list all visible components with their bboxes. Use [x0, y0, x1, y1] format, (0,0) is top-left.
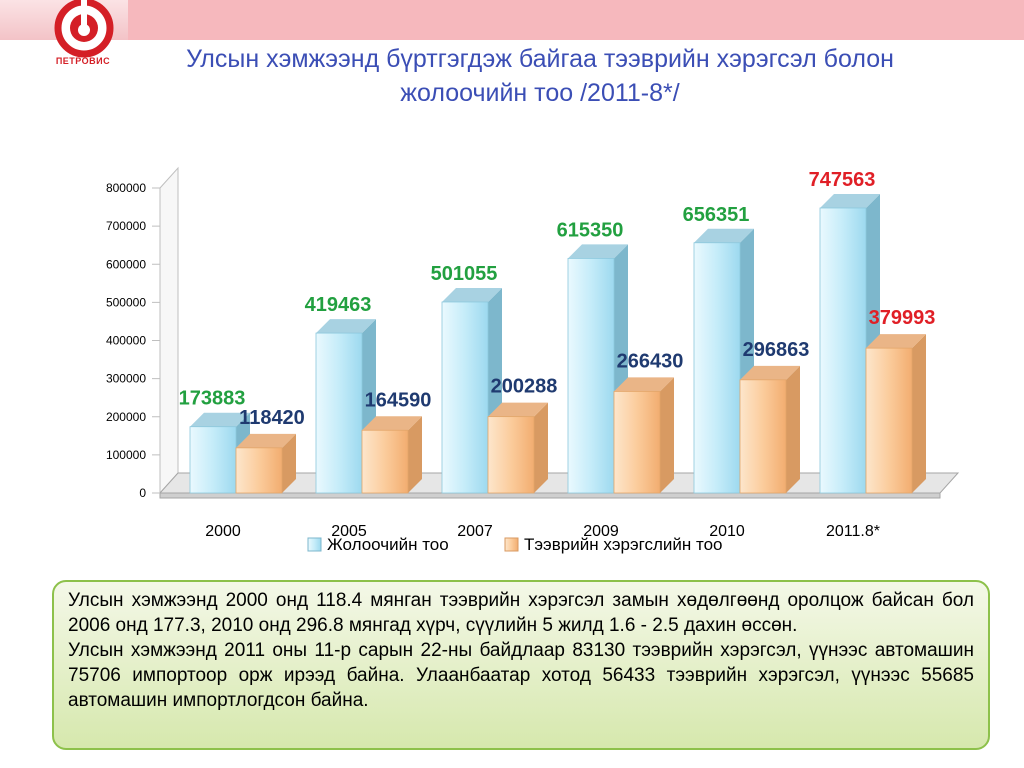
note-paragraph-1: Улсын хэмжээнд 2000 онд 118.4 мянган тээ…	[68, 590, 974, 636]
x-axis: 2000 2005 2007 2009 2010 2011.8*	[205, 523, 880, 540]
x-tick-label: 2010	[709, 523, 745, 540]
data-label: 656351	[683, 204, 750, 226]
data-label: 419463	[305, 294, 372, 316]
note-paragraph-2: Улсын хэмжээнд 2011 оны 11-р сарын 22-ны…	[68, 640, 974, 711]
bar	[693, 242, 741, 494]
y-tick-label: 600000	[106, 257, 146, 271]
bar-side	[912, 334, 926, 493]
y-tick-label: 200000	[106, 410, 146, 424]
title-line-1: Улсын хэмжээнд бүртгэгдэж байгаа тээврий…	[186, 45, 894, 73]
data-label: 615350	[557, 219, 624, 241]
x-tick-label: 2000	[205, 523, 241, 540]
chart-legend: Жолоочийн тоо Тээврийн хэрэгслийн тоо	[307, 535, 722, 554]
data-label: 200288	[491, 376, 558, 398]
data-label: 747563	[809, 169, 876, 191]
bar-top	[362, 416, 422, 431]
bar-side	[534, 402, 548, 493]
header-band	[0, 0, 1024, 40]
bar-top	[740, 365, 800, 380]
title-line-2: жолоочийн тоо /2011-8*/	[400, 79, 680, 107]
y-tick-label: 100000	[106, 448, 146, 462]
bar	[189, 426, 237, 494]
bar-side	[786, 365, 800, 493]
legend-label: Тээврийн хэрэгслийн тоо	[524, 535, 722, 554]
y-tick-label: 500000	[106, 295, 146, 309]
bar-top	[568, 244, 628, 259]
bar	[235, 447, 283, 494]
x-tick-label: 2009	[583, 523, 619, 540]
floor-edge	[159, 492, 941, 499]
bar	[487, 416, 535, 494]
side-wall	[159, 166, 179, 495]
y-axis: 0 100000 200000 300000 400000 500000 600000 700…	[106, 181, 160, 500]
petrovis-logo	[54, 0, 114, 58]
bar-chart: 0 100000 200000 300000 400000 500000 600000 700…	[106, 166, 960, 554]
bar-top	[488, 402, 548, 417]
x-tick-label: 2007	[457, 523, 493, 540]
y-tick-label: 0	[139, 486, 146, 500]
bar	[613, 391, 661, 494]
bar-top	[442, 287, 502, 302]
logo-text: ПЕТРОВИС	[55, 56, 111, 66]
bar-top	[820, 193, 880, 208]
data-label: 379993	[869, 307, 936, 329]
y-tick-label: 300000	[106, 372, 146, 386]
bar-top	[614, 377, 674, 392]
y-tick-label: 800000	[106, 181, 146, 195]
bar-top	[236, 433, 296, 448]
data-label: 501055	[431, 263, 498, 285]
page-title: Улсын хэмжээнд бүртгэгдэж байгаа тээврий…	[120, 42, 960, 110]
legend-label: Жолоочийн тоо	[327, 535, 449, 554]
x-tick-label: 2011.8*	[826, 523, 880, 540]
legend-swatch	[307, 537, 322, 552]
bar	[315, 332, 363, 494]
bar-side	[282, 433, 296, 493]
data-label: 118420	[239, 407, 305, 429]
bar-top	[694, 228, 754, 243]
data-label: 296863	[743, 339, 810, 361]
bar	[865, 347, 913, 494]
bar-side	[660, 377, 674, 493]
data-label: 266430	[617, 350, 684, 372]
bar-top	[190, 412, 250, 427]
bar	[739, 379, 787, 494]
bar-top	[316, 319, 376, 334]
header-band-right	[128, 0, 1024, 40]
bar	[441, 301, 489, 494]
data-label: 173883	[179, 388, 246, 410]
legend-swatch	[504, 537, 519, 552]
summary-note: Улсын хэмжээнд 2000 онд 118.4 мянган тээ…	[52, 580, 990, 750]
x-tick-label: 2005	[331, 523, 367, 540]
bar-top	[866, 334, 926, 349]
bar-side	[408, 416, 422, 493]
bar	[361, 429, 409, 494]
data-label: 164590	[365, 389, 432, 411]
y-tick-label: 400000	[106, 334, 146, 348]
bar	[567, 257, 615, 494]
bar	[819, 207, 867, 494]
y-tick-label: 700000	[106, 219, 146, 233]
